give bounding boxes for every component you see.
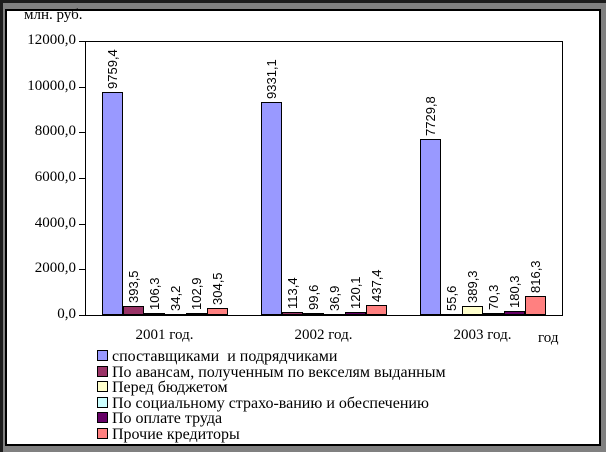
bar: [101, 92, 123, 315]
bar-value-label: 113,4: [284, 277, 300, 310]
y-tick-label: 0,0: [57, 306, 76, 322]
legend-swatch: [97, 350, 108, 361]
legend-label: По оплате труда: [112, 410, 223, 427]
bar: [503, 310, 525, 315]
plot-area: [85, 41, 563, 316]
bar: [524, 296, 546, 315]
bar-value-label: 70,3: [485, 285, 501, 311]
x-category-label: 2003 год.: [453, 327, 512, 343]
x-axis-title: год: [538, 330, 559, 346]
legend-label: споставщиками и подрядчиками: [112, 348, 338, 365]
y-tick-label: 2000,0: [34, 260, 76, 277]
y-tick-label: 8000,0: [34, 123, 76, 140]
bar-value-label: 102,9: [188, 277, 204, 310]
bar-value-label: 34,2: [167, 285, 183, 311]
y-tick-mark: [79, 223, 85, 225]
bar: [143, 312, 165, 315]
y-axis-title: млн. руб.: [24, 7, 83, 23]
legend-swatch: [97, 412, 108, 423]
legend-label: Перед бюджетом: [112, 379, 228, 396]
bar: [281, 312, 303, 315]
bar-value-label: 120,1: [347, 276, 363, 310]
legend-swatch: [97, 381, 108, 392]
y-tick-mark: [79, 269, 85, 271]
legend-swatch: [97, 396, 108, 408]
bar: [260, 101, 282, 315]
bar-value-label: 9759,4: [104, 49, 120, 90]
bar-value-label: 180,3: [506, 275, 522, 308]
bar-value-label: 9331,1: [263, 59, 279, 99]
bar: [122, 306, 144, 315]
y-tick-label: 10000,0: [27, 77, 76, 94]
bar: [323, 313, 345, 316]
frame-left-edge: [0, 0, 3, 452]
bar: [440, 313, 462, 316]
legend-label: По авансам, полученным по векселям выдан…: [112, 363, 446, 381]
bar-value-label: 304,5: [209, 272, 225, 306]
legend-label: По социальному страхо-ванию и обеспечени…: [112, 394, 429, 412]
x-category-label: 2002 год.: [294, 327, 353, 343]
y-tick-mark: [79, 86, 85, 88]
bar: [185, 312, 207, 315]
legend-swatch: [97, 365, 108, 377]
bar: [365, 305, 387, 315]
bar: [164, 313, 186, 316]
bar-value-label: 36,9: [326, 285, 342, 311]
legend-swatch: [97, 427, 108, 439]
y-tick-label: 12000,0: [27, 32, 76, 48]
y-tick-mark: [79, 315, 85, 316]
bar-value-label: 55,6: [443, 285, 459, 311]
bar: [419, 138, 441, 315]
bar-value-label: 99,6: [305, 284, 321, 310]
y-tick-mark: [79, 178, 85, 179]
y-tick-mark: [79, 132, 85, 134]
bar-value-label: 106,3: [146, 277, 162, 310]
y-tick-label: 6000,0: [34, 169, 76, 185]
frame-top-edge: [0, 0, 606, 3]
y-tick-mark: [79, 41, 85, 42]
y-tick-label: 4000,0: [34, 214, 76, 231]
bar: [461, 306, 483, 315]
bar-value-label: 7729,8: [422, 95, 438, 136]
bar: [344, 312, 366, 315]
bar-value-label: 816,3: [527, 260, 543, 294]
bar-value-label: 437,4: [368, 269, 384, 302]
legend-label: Прочие кредиторы: [112, 425, 240, 443]
bar-value-label: 393,5: [125, 270, 141, 303]
x-category-label: 2001 год.: [135, 327, 194, 343]
bar: [302, 312, 324, 315]
bar: [482, 313, 504, 316]
bar-value-label: 389,3: [464, 270, 480, 304]
bar: [206, 308, 228, 315]
